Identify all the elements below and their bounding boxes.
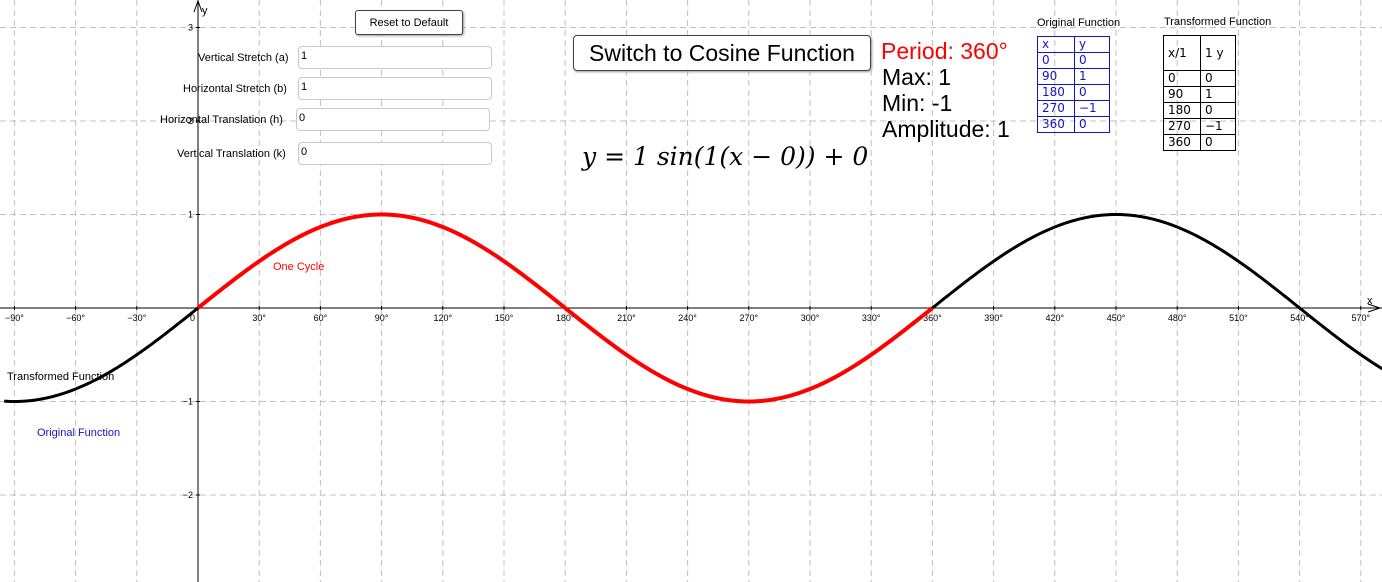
x-tick-label: 210° <box>617 313 636 323</box>
horizontal-translation-input[interactable]: 0 <box>296 108 490 131</box>
x-tick-label: 360° <box>923 313 942 323</box>
amplitude-text: Amplitude: 1 <box>882 116 1010 142</box>
table-row: 180 0 <box>1163 102 1236 119</box>
x-tick-label: 390° <box>984 313 1003 323</box>
table-cell: 270 <box>1163 118 1201 135</box>
x-tick-label: 540° <box>1290 313 1309 323</box>
table-cell: 1 <box>1200 86 1236 103</box>
reset-button[interactable]: Reset to Default <box>355 10 463 35</box>
table-cell: 270 <box>1037 100 1075 117</box>
horizontal-stretch-input[interactable]: 1 <box>298 77 492 100</box>
x-tick-label: −90° <box>5 313 24 323</box>
x-tick-label: 30° <box>252 313 266 323</box>
x-tick-label: −30° <box>127 313 146 323</box>
table-cell: −1 <box>1200 118 1236 135</box>
x-tick-label: −60° <box>66 313 85 323</box>
x-tick-label: 150° <box>495 313 514 323</box>
max-text: Max: 1 <box>882 64 952 90</box>
x-tick-label: 180° <box>556 313 575 323</box>
x-tick-label: 420° <box>1045 313 1064 323</box>
x-tick-label: 60° <box>314 313 328 323</box>
y-tick-label: −1 <box>183 397 193 407</box>
table-row: 90 1 <box>1163 86 1236 103</box>
horizontal-translation-label: Horizontal Translation (h) <box>160 114 283 126</box>
table-cell: 0 <box>1163 70 1201 87</box>
table-cell: 0 <box>1037 52 1075 69</box>
x-axis-arrow <box>1367 303 1382 313</box>
table-cell: 180 <box>1037 84 1075 101</box>
x-tick-label: 330° <box>862 313 881 323</box>
y-tick-label: −2 <box>183 490 193 500</box>
y-axis-arrow <box>193 0 203 13</box>
table-cell: −1 <box>1074 100 1110 117</box>
x-tick-label: 270° <box>739 313 758 323</box>
table-cell: 0 <box>1074 52 1110 69</box>
equation-text: y = 1 sin(1(x − 0)) + 0 <box>582 142 869 171</box>
x-tick-label: 450° <box>1107 313 1126 323</box>
table-header-x: x <box>1037 36 1075 53</box>
table-header-x: x/1 <box>1163 35 1201 71</box>
tick-labels: xy−90° −60° −30° 0 30° 60° 90° 120° 150° 180° 210°… <box>5 5 1373 500</box>
table-header-row: x/1 1 y <box>1163 35 1236 71</box>
table-cell: 0 <box>1074 84 1110 101</box>
x-tick-label: 0 <box>190 313 195 323</box>
table-cell: 0 <box>1200 70 1236 87</box>
table-header-y: 1 y <box>1200 35 1236 71</box>
vertical-stretch-input[interactable]: 1 <box>298 46 492 69</box>
x-axis-label: x <box>1367 295 1373 307</box>
table-row: 90 1 <box>1037 68 1110 85</box>
vertical-translation-input[interactable]: 0 <box>298 142 492 165</box>
min-text: Min: -1 <box>882 90 953 116</box>
table-cell: 90 <box>1163 86 1201 103</box>
x-tick-label: 240° <box>678 313 697 323</box>
table-row: 270 −1 <box>1037 100 1110 117</box>
transformed-function-label: Transformed Function <box>7 371 115 383</box>
table-cell: 180 <box>1163 102 1201 119</box>
table-row: 180 0 <box>1037 84 1110 101</box>
switch-to-cosine-button[interactable]: Switch to Cosine Function <box>573 35 871 71</box>
table-cell: 360 <box>1163 134 1201 151</box>
table-header-row: x y <box>1037 36 1110 53</box>
horizontal-stretch-label: Horizontal Stretch (b) <box>183 83 287 95</box>
table-cell: 0 <box>1200 102 1236 119</box>
vertical-translation-label: Vertical Translation (k) <box>177 148 286 160</box>
original-function-label: Original Function <box>37 427 121 439</box>
table-header-y: y <box>1074 36 1110 53</box>
table-cell: 360 <box>1037 116 1075 133</box>
original-table-title: Original Function <box>1037 17 1121 29</box>
table-row: 360 0 <box>1037 116 1110 133</box>
table-cell: 1 <box>1074 68 1110 85</box>
y-tick-label: 1 <box>188 210 193 220</box>
y-tick-label: 2 <box>188 116 193 126</box>
x-tick-label: 570° <box>1351 313 1370 323</box>
table-row: 270 −1 <box>1163 118 1236 135</box>
transformed-table-title: Transformed Function <box>1164 16 1272 28</box>
table-cell: 0 <box>1200 134 1236 151</box>
one-cycle-curve[interactable] <box>196 212 934 404</box>
period-text: Period: 360° <box>881 38 1008 64</box>
y-tick-label: 3 <box>188 23 193 33</box>
x-tick-label: 90° <box>375 313 389 323</box>
table-cell: 90 <box>1037 68 1075 85</box>
vertical-stretch-label: Vertical Stretch (a) <box>198 52 289 64</box>
one-cycle-label: One Cycle <box>273 261 325 273</box>
table-cell: 0 <box>1074 116 1110 133</box>
x-tick-label: 480° <box>1168 313 1187 323</box>
y-axis-label: y <box>202 5 208 17</box>
x-tick-label: 120° <box>433 313 452 323</box>
table-row: 360 0 <box>1163 134 1236 151</box>
x-tick-label: 300° <box>801 313 820 323</box>
x-tick-label: 510° <box>1229 313 1248 323</box>
